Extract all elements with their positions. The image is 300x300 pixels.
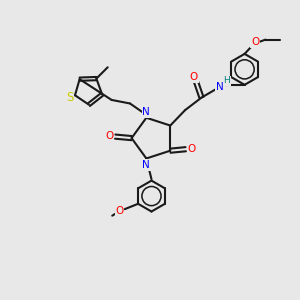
Text: O: O: [115, 206, 124, 216]
Text: O: O: [105, 131, 113, 141]
Text: O: O: [251, 37, 260, 47]
Text: O: O: [188, 144, 196, 154]
Text: N: N: [142, 160, 150, 170]
Text: O: O: [190, 72, 198, 82]
Text: H: H: [224, 76, 230, 85]
Text: N: N: [142, 107, 150, 117]
Text: S: S: [66, 91, 73, 104]
Text: N: N: [216, 82, 224, 92]
